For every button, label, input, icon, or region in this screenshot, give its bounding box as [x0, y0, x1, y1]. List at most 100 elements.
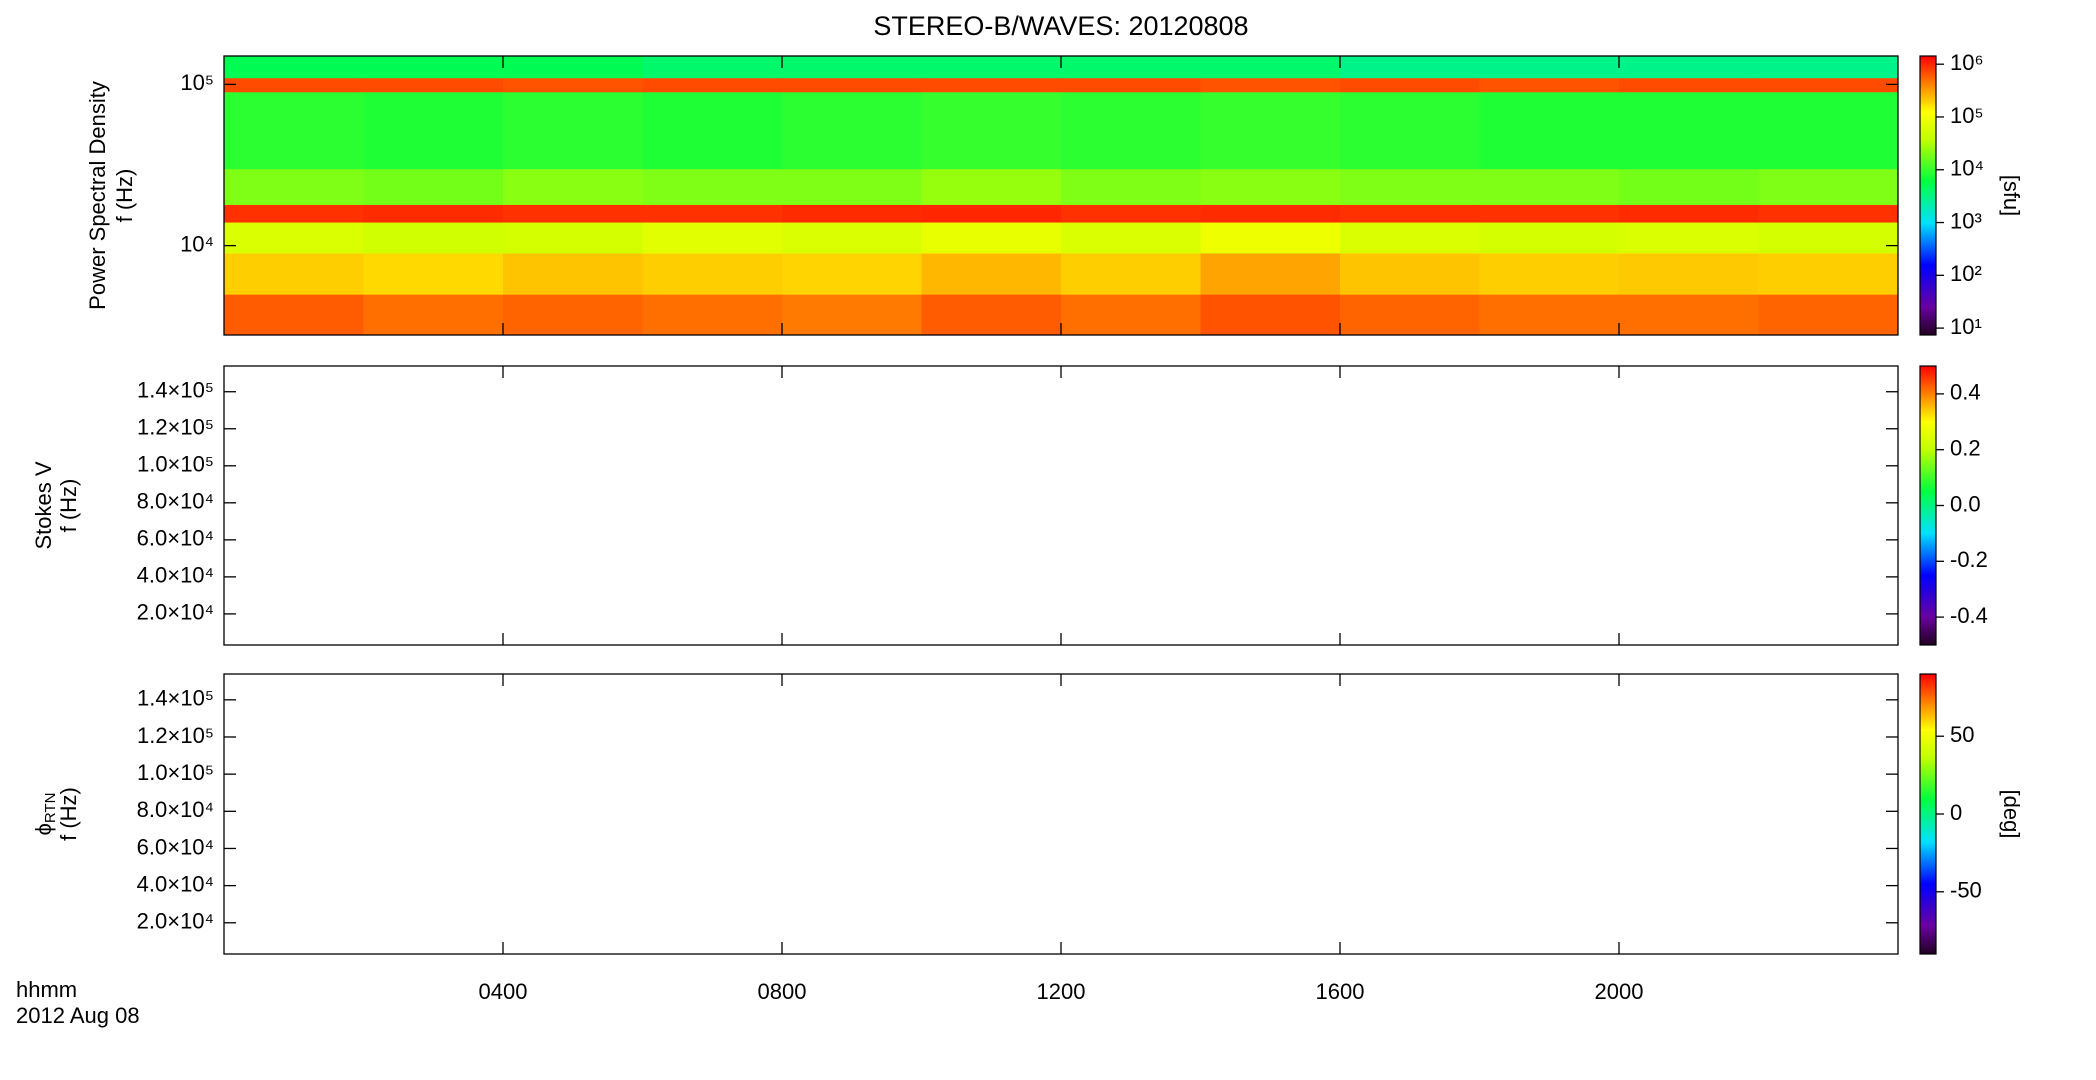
colorbar-tick-label: 0.2 — [1950, 436, 1981, 461]
colorbar — [1919, 365, 1937, 646]
y-tick-label: 4.0×10⁴ — [137, 563, 214, 588]
heatmap-cell — [363, 56, 504, 79]
colorbar-tick-label: 10⁴ — [1950, 156, 1984, 181]
heatmap-cell — [1758, 294, 1899, 336]
heatmap-cell — [1200, 222, 1341, 254]
heatmap-cell — [1619, 91, 1759, 170]
heatmap-cell — [921, 168, 1062, 205]
x-tick-label: 1600 — [1316, 979, 1365, 1004]
heatmap-cell — [1340, 91, 1480, 170]
heatmap-cell — [1479, 168, 1620, 205]
heatmap-cell — [1479, 252, 1620, 295]
x-axis-label-2: 2012 Aug 08 — [16, 1003, 140, 1028]
heatmap-cell — [782, 56, 922, 79]
heatmap-cell — [1479, 222, 1620, 254]
heatmap-cell — [363, 204, 504, 223]
heatmap-cell — [921, 56, 1062, 79]
y-axis-label: Power Spectral Density — [85, 81, 110, 310]
x-tick-label: 0400 — [479, 979, 528, 1004]
heatmap-cell — [782, 168, 922, 205]
heatmap-cell — [1200, 252, 1341, 295]
panel-frame — [223, 365, 1899, 646]
heatmap-cell — [224, 56, 364, 79]
heatmap-cell — [1340, 252, 1480, 295]
y-axis-label-2: f (Hz) — [56, 479, 81, 533]
heatmap-cell — [1061, 77, 1201, 93]
heatmap-cell — [363, 222, 504, 254]
heatmap-cell — [503, 77, 643, 93]
colorbar-label: [sfu] — [1999, 175, 2024, 217]
colorbar-tick-label: 0.0 — [1950, 491, 1981, 516]
colorbar-tick-label: 50 — [1950, 722, 1974, 747]
heatmap-cell — [921, 77, 1062, 93]
heatmap-cell — [1061, 204, 1201, 223]
heatmap-cell — [363, 294, 504, 336]
heatmap-cell — [1479, 91, 1620, 170]
heatmap-cell — [921, 222, 1062, 254]
heatmap-cell — [642, 77, 783, 93]
heatmap-cell — [1061, 168, 1201, 205]
x-tick-label: 2000 — [1595, 979, 1644, 1004]
y-tick-label: 2.0×10⁴ — [137, 909, 214, 934]
heatmap-cell — [921, 91, 1062, 170]
heatmap-cell — [782, 222, 922, 254]
heatmap-cell — [782, 91, 922, 170]
heatmap-cell — [1479, 77, 1620, 93]
heatmap-cell — [1200, 56, 1341, 79]
heatmap-cell — [1619, 168, 1759, 205]
colorbar-tick-label: 10¹ — [1950, 314, 1982, 339]
heatmap-cell — [1061, 56, 1201, 79]
heatmap-cell — [1479, 56, 1620, 79]
panel-frame — [223, 673, 1899, 955]
heatmap-cell — [503, 252, 643, 295]
y-tick-label: 10⁴ — [180, 231, 214, 256]
heatmap-cell — [1619, 56, 1759, 79]
heatmap-cell — [921, 252, 1062, 295]
heatmap-cell — [1061, 222, 1201, 254]
heatmap-cell — [1619, 294, 1759, 336]
heatmap-cell — [1619, 252, 1759, 295]
heatmap-cell — [1200, 204, 1341, 223]
heatmap-cell — [224, 294, 364, 336]
heatmap-cell — [1200, 168, 1341, 205]
y-tick-label: 1.2×10⁵ — [137, 415, 214, 440]
y-axis-label-main: Power Spectral Density — [85, 81, 110, 310]
heatmap-cell — [1619, 204, 1759, 223]
heatmap-cell — [503, 56, 643, 79]
heatmap-cell — [224, 222, 364, 254]
y-axis-label-main: ϕ — [31, 823, 56, 835]
colorbar-tick-label: 10⁶ — [1950, 50, 1984, 75]
heatmap-cell — [921, 204, 1062, 223]
heatmap-cell — [1061, 91, 1201, 170]
colorbar-tick-label: 0 — [1950, 800, 1962, 825]
x-tick-label: 0800 — [758, 979, 807, 1004]
heatmap-cell — [363, 168, 504, 205]
heatmap-cell — [642, 204, 783, 223]
colorbar-tick-label: 0.4 — [1950, 380, 1981, 405]
heatmap-cell — [642, 294, 783, 336]
heatmap-cell — [1758, 91, 1899, 170]
y-axis-label: Stokes V — [31, 461, 56, 549]
y-tick-label: 1.4×10⁵ — [137, 378, 214, 403]
colorbar-tick-label: -50 — [1950, 878, 1982, 903]
y-tick-label: 6.0×10⁴ — [137, 834, 214, 859]
colorbar — [1919, 673, 1937, 955]
chart-title: STEREO-B/WAVES: 20120808 — [873, 11, 1248, 41]
heatmap-cell — [224, 252, 364, 295]
colorbar — [1919, 55, 1937, 336]
heatmap-cell — [642, 222, 783, 254]
heatmap-cell — [642, 252, 783, 295]
colorbar-tick-label: 10² — [1950, 261, 1982, 286]
y-axis-label-2: f (Hz) — [112, 169, 137, 223]
heatmap-cell — [224, 168, 364, 205]
y-axis-label-sub: RTN — [42, 793, 59, 824]
heatmap-cell — [1200, 91, 1341, 170]
y-axis-label: ϕRTN — [31, 793, 59, 836]
y-tick-label: 1.4×10⁵ — [137, 686, 214, 711]
colorbar-tick-label: 10⁵ — [1950, 103, 1984, 128]
heatmap-cell — [1619, 222, 1759, 254]
heatmap-cell — [642, 168, 783, 205]
heatmap-cell — [1340, 222, 1480, 254]
heatmap-cell — [503, 168, 643, 205]
